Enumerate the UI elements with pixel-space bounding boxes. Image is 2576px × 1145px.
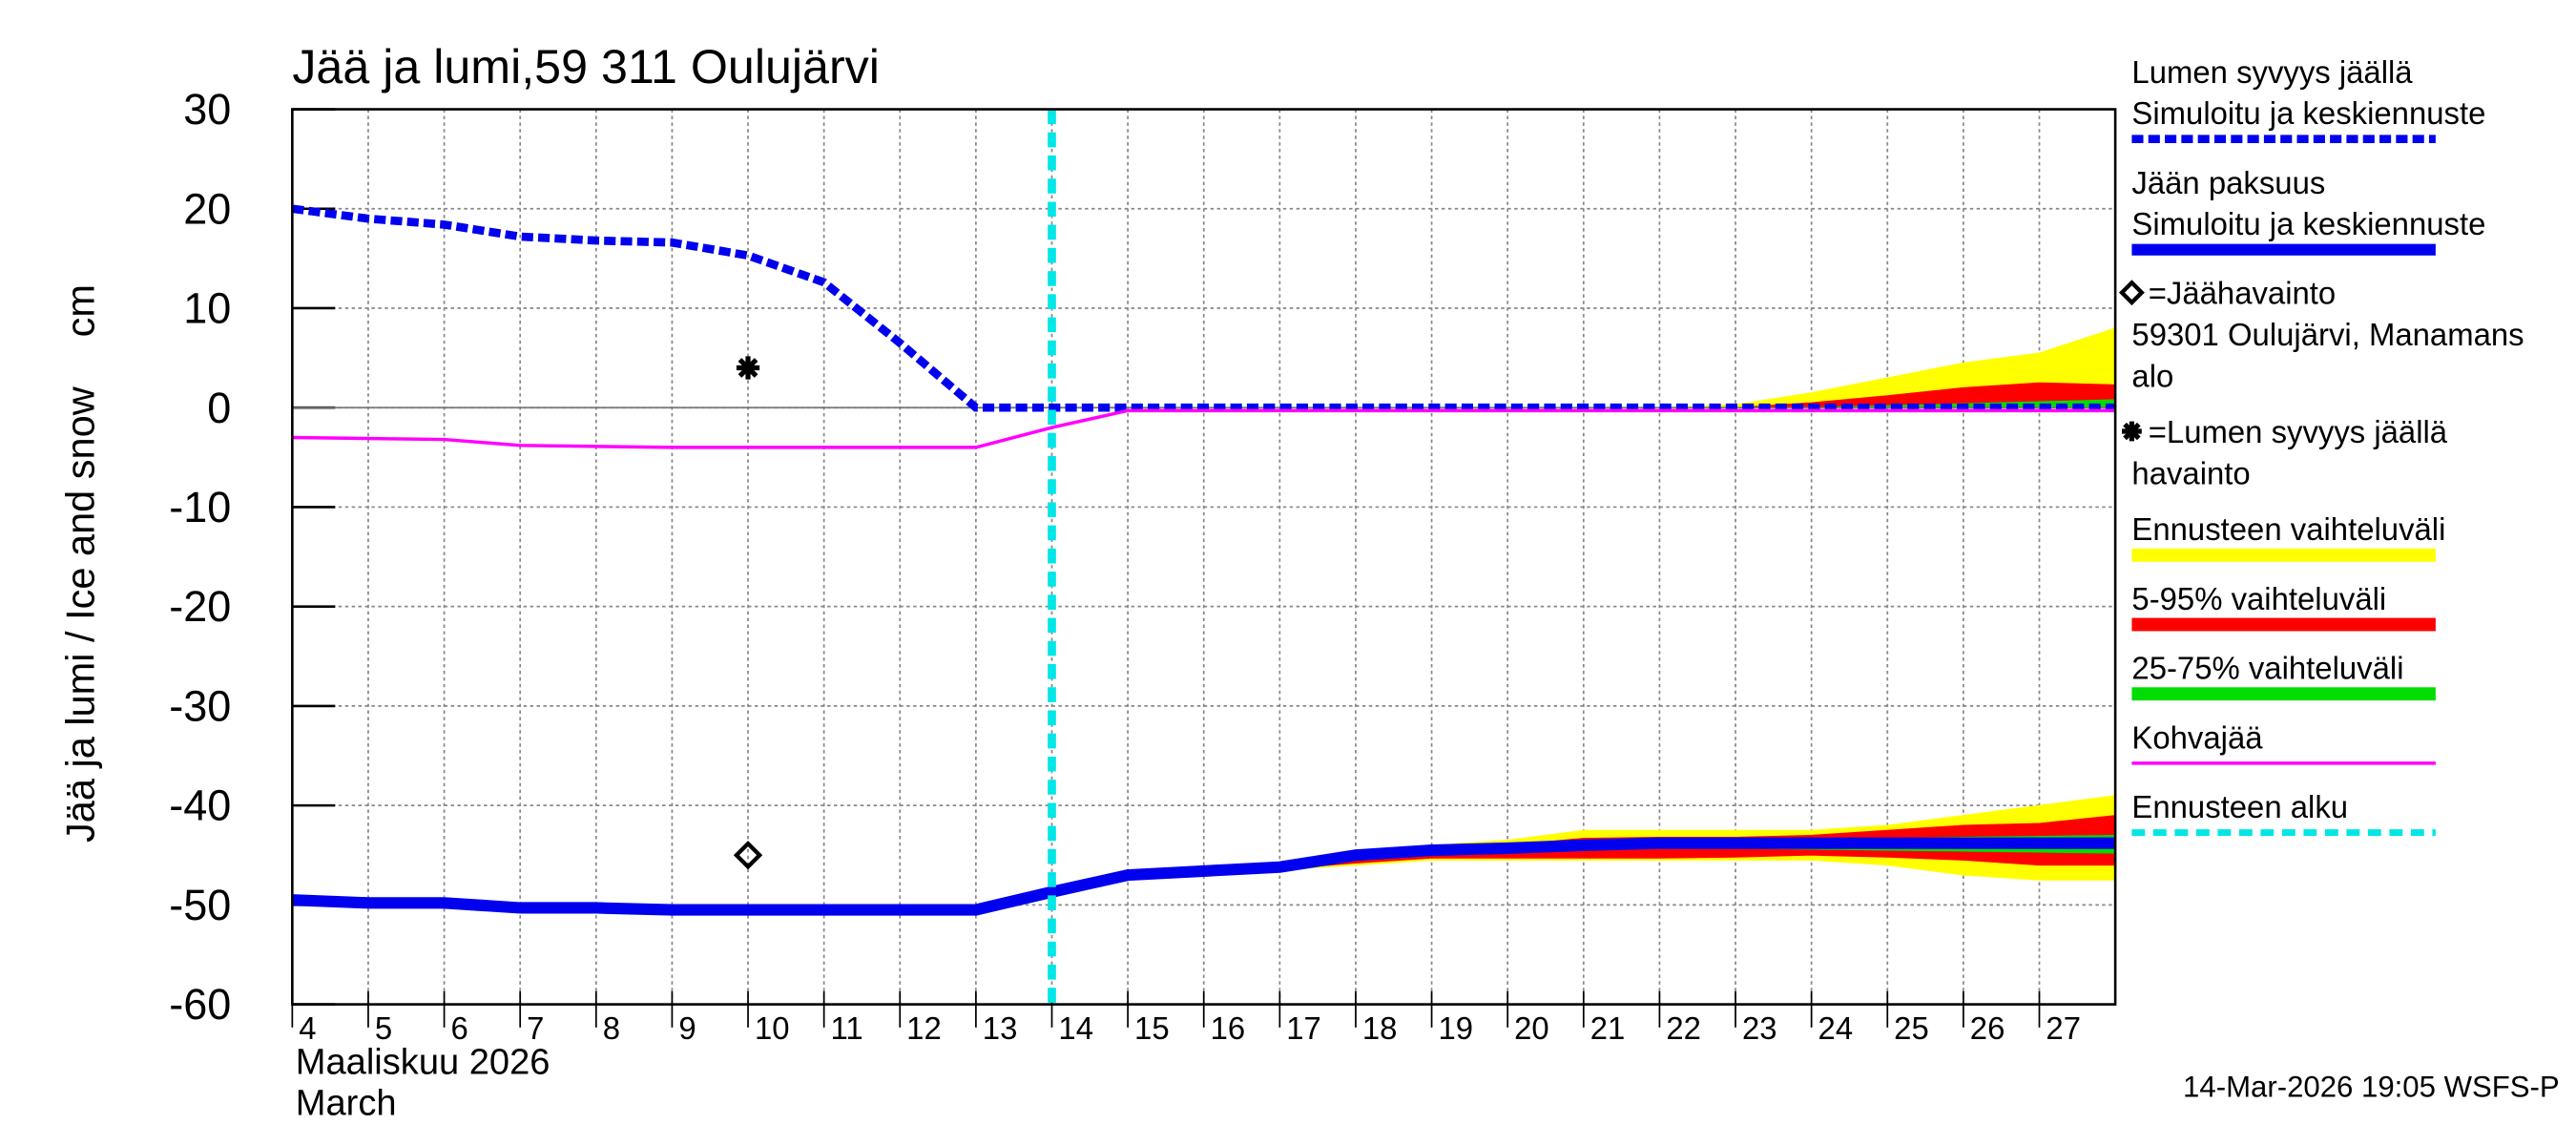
legend-swatch bbox=[2131, 548, 2436, 562]
legend-label: Kohvajää bbox=[2131, 719, 2263, 755]
y-tick-label: -20 bbox=[169, 582, 231, 631]
legend-label: Jään paksuus bbox=[2131, 165, 2325, 200]
legend-label: =Lumen syvyys jäällä bbox=[2149, 414, 2448, 449]
y-tick-label: -10 bbox=[169, 483, 231, 531]
legend-label: Simuloitu ja keskiennuste bbox=[2131, 206, 2485, 241]
x-tick-label: 27 bbox=[2046, 1010, 2081, 1046]
series-line bbox=[291, 204, 2116, 412]
legend-label: 25-75% vaihteluväli bbox=[2131, 651, 2403, 686]
x-axis-label: Maaliskuu 2026 bbox=[296, 1042, 551, 1082]
x-tick-label: 20 bbox=[1514, 1010, 1549, 1046]
x-tick-label: 18 bbox=[1362, 1010, 1398, 1046]
y-tick-label: 30 bbox=[183, 85, 231, 134]
legend-label: havainto bbox=[2131, 455, 2250, 490]
legend-marker bbox=[2122, 421, 2142, 442]
legend-marker bbox=[2118, 280, 2145, 306]
legend-label: Ennusteen vaihteluväli bbox=[2131, 511, 2445, 547]
chart-title: Jää ja lumi,59 311 Oulujärvi bbox=[292, 40, 880, 94]
footer: 14-Mar-2026 19:05 WSFS-P bbox=[2183, 1071, 2560, 1104]
legend-label: =Jäähavainto bbox=[2149, 276, 2337, 311]
legend-swatch bbox=[2131, 687, 2436, 701]
x-tick-label: 19 bbox=[1438, 1010, 1473, 1046]
x-tick-label: 10 bbox=[755, 1010, 790, 1046]
x-tick-label: 9 bbox=[678, 1010, 696, 1046]
y-axis-label: Jää ja lumi / Ice and snow bbox=[58, 385, 103, 843]
x-tick-label: 7 bbox=[527, 1010, 544, 1046]
y-tick-label: -50 bbox=[169, 881, 231, 929]
legend-label: Simuloitu ja keskiennuste bbox=[2131, 95, 2485, 131]
x-tick-label: 8 bbox=[603, 1010, 620, 1046]
series-line bbox=[292, 837, 2116, 916]
x-tick-label: 16 bbox=[1211, 1010, 1246, 1046]
x-tick-label: 24 bbox=[1818, 1010, 1854, 1046]
x-axis-label: March bbox=[296, 1084, 397, 1124]
legend-label: Lumen syvyys jäällä bbox=[2131, 54, 2413, 90]
x-tick-label: 26 bbox=[1970, 1010, 2005, 1046]
x-tick-label: 6 bbox=[450, 1010, 467, 1046]
x-tick-label: 13 bbox=[983, 1010, 1018, 1046]
observation-marker bbox=[736, 356, 760, 380]
y-axis-unit: cm bbox=[58, 284, 103, 337]
x-tick-label: 12 bbox=[906, 1010, 942, 1046]
observation-marker bbox=[733, 841, 763, 870]
legend-label: 59301 Oulujärvi, Manamans bbox=[2131, 317, 2524, 352]
x-tick-label: 21 bbox=[1590, 1010, 1626, 1046]
series-line bbox=[292, 408, 2116, 449]
x-tick-label: 25 bbox=[1894, 1010, 1929, 1046]
x-tick-label: 22 bbox=[1666, 1010, 1701, 1046]
legend-label: Ennusteen alku bbox=[2131, 789, 2348, 824]
x-tick-label: 17 bbox=[1286, 1010, 1321, 1046]
legend-label: 5-95% vaihteluväli bbox=[2131, 581, 2386, 616]
y-tick-label: 10 bbox=[183, 284, 231, 333]
y-tick-label: -40 bbox=[169, 781, 231, 830]
x-tick-label: 15 bbox=[1134, 1010, 1170, 1046]
x-tick-label: 4 bbox=[299, 1010, 316, 1046]
legend-swatch bbox=[2131, 617, 2436, 632]
x-tick-label: 5 bbox=[375, 1010, 392, 1046]
legend-label: alo bbox=[2131, 358, 2173, 393]
x-tick-label: 23 bbox=[1742, 1010, 1777, 1046]
y-tick-label: 20 bbox=[183, 184, 231, 233]
plot-frame bbox=[291, 108, 2117, 1006]
x-tick-label: 11 bbox=[831, 1010, 863, 1046]
y-tick-label: 0 bbox=[207, 384, 231, 432]
y-tick-label: -60 bbox=[169, 980, 231, 1029]
y-tick-label: -30 bbox=[169, 681, 231, 730]
x-tick-label: 14 bbox=[1058, 1010, 1093, 1046]
